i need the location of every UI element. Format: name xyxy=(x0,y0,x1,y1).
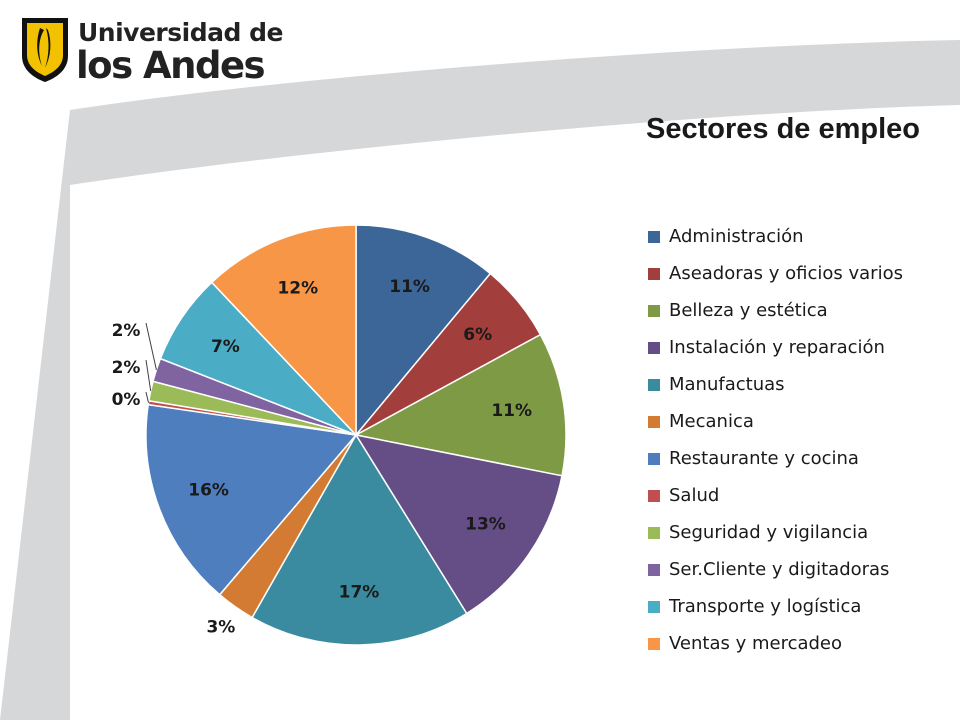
legend-item-salud: Salud xyxy=(648,477,903,514)
legend-label: Seguridad y vigilancia xyxy=(669,522,869,543)
legend-label: Salud xyxy=(669,485,720,506)
leader-line-ser-cliente-y-digitadoras xyxy=(145,322,157,371)
leader-line-salud xyxy=(145,391,149,403)
legend-swatch xyxy=(648,489,660,502)
legend-item-ventas-y-mercadeo: Ventas y mercadeo xyxy=(648,625,903,662)
legend-swatch xyxy=(648,378,660,391)
data-label-salud: 0% xyxy=(112,390,141,410)
university-shield-icon xyxy=(22,18,68,82)
data-label-administracion: 11% xyxy=(389,277,430,297)
data-label-aseadoras-y-oficios-varios: 6% xyxy=(463,325,492,345)
data-label-transporte-y-logistica: 7% xyxy=(211,337,240,357)
legend-swatch xyxy=(648,637,660,650)
logo-text-line2: los Andes xyxy=(76,44,266,87)
legend-swatch xyxy=(648,563,660,576)
legend-label: Ser.Cliente y digitadoras xyxy=(669,559,890,580)
pie-slice-instalacion-y-reparacion xyxy=(354,433,563,615)
pie-slice-manufactuas xyxy=(251,433,468,646)
legend-swatch xyxy=(648,415,660,428)
chart-legend: Administración Aseadoras y oficios varios… xyxy=(648,218,903,662)
legend-label: Aseadoras y oficios varios xyxy=(669,263,903,284)
data-label-mecanica: 3% xyxy=(206,618,235,638)
legend-swatch xyxy=(648,600,660,613)
pie-slice-restaurante-y-cocina xyxy=(145,403,358,596)
legend-label: Transporte y logística xyxy=(669,596,862,617)
legend-item-manufactuas: Manufactuas xyxy=(648,366,903,403)
legend-item-administracion: Administración xyxy=(648,218,903,255)
chart-title: Sectores de empleo xyxy=(646,113,920,145)
pie-slice-administracion xyxy=(355,224,492,438)
data-label-belleza-y-estetica: 11% xyxy=(491,401,532,421)
legend-label: Administración xyxy=(669,226,804,247)
data-label-ventas-y-mercadeo: 12% xyxy=(277,279,318,299)
legend-item-aseadoras-y-oficios-varios: Aseadoras y oficios varios xyxy=(648,255,903,292)
university-logo: Universidad de los Andes xyxy=(18,14,283,87)
data-label-seguridad-y-vigilancia: 2% xyxy=(112,358,141,378)
logo-text-line1: Universidad de xyxy=(78,18,283,47)
legend-label: Restaurante y cocina xyxy=(669,448,859,469)
legend-swatch xyxy=(648,341,660,354)
pie-slice-belleza-y-estetica xyxy=(353,333,567,477)
legend-label: Belleza y estética xyxy=(669,300,828,321)
legend-label: Mecanica xyxy=(669,411,754,432)
legend-swatch xyxy=(648,526,660,539)
legend-label: Manufactuas xyxy=(669,374,785,395)
legend-item-restaurante-y-cocina: Restaurante y cocina xyxy=(648,440,903,477)
data-label-ser-cliente-y-digitadoras: 2% xyxy=(112,321,141,341)
legend-swatch xyxy=(648,230,660,243)
legend-item-transporte-y-logistica: Transporte y logística xyxy=(648,588,903,625)
data-label-restaurante-y-cocina: 16% xyxy=(188,480,229,500)
legend-item-mecanica: Mecanica xyxy=(648,403,903,440)
legend-swatch xyxy=(648,452,660,465)
legend-swatch xyxy=(648,304,660,317)
legend-item-belleza-y-estetica: Belleza y estética xyxy=(648,292,903,329)
data-label-manufactuas: 17% xyxy=(339,583,380,603)
pie-slice-ventas-y-mercadeo xyxy=(210,224,357,437)
legend-label: Instalación y reparación xyxy=(669,337,885,358)
leader-line-seguridad-y-vigilancia xyxy=(145,359,152,391)
legend-item-seguridad-y-vigilancia: Seguridad y vigilancia xyxy=(648,514,903,551)
legend-item-ser-cliente-y-digitadoras: Ser.Cliente y digitadoras xyxy=(648,551,903,588)
legend-item-instalacion-y-reparacion: Instalación y reparación xyxy=(648,329,903,366)
legend-label: Ventas y mercadeo xyxy=(669,633,843,654)
data-label-instalacion-y-reparacion: 13% xyxy=(465,515,506,535)
legend-swatch xyxy=(648,267,660,280)
